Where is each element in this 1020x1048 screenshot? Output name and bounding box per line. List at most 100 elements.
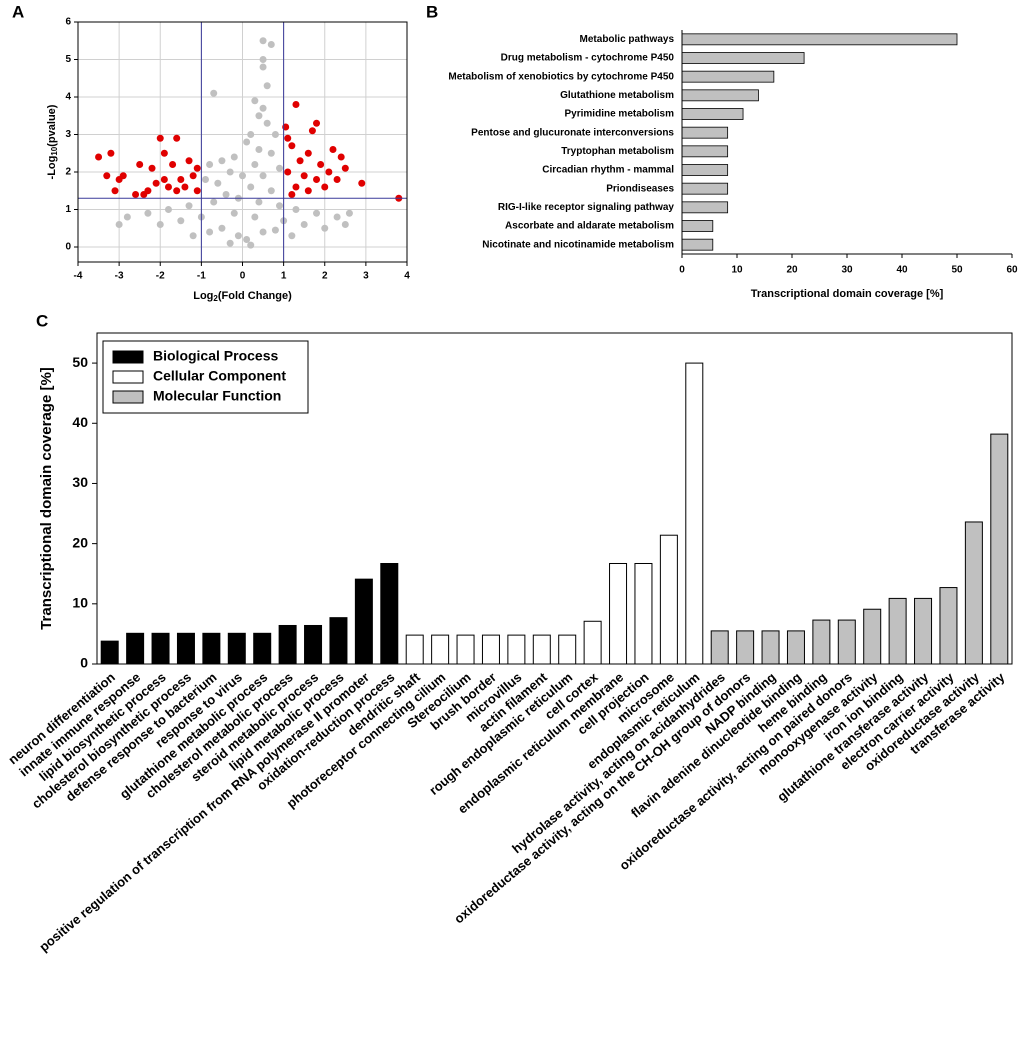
point [271, 131, 279, 138]
point [222, 191, 230, 198]
point [247, 241, 255, 249]
point [300, 221, 308, 228]
point [144, 187, 152, 195]
point [321, 224, 329, 232]
point [164, 183, 172, 191]
point [251, 161, 259, 168]
bar [304, 624, 323, 665]
point [263, 82, 271, 90]
point [230, 209, 238, 217]
axis-label-part: (pvalue) [46, 104, 58, 147]
point [226, 239, 234, 247]
axis-label-part: 2 [213, 294, 218, 303]
point [115, 221, 123, 228]
x-tick-label: 60 [1006, 265, 1018, 276]
bar [681, 164, 729, 176]
point [329, 146, 337, 153]
point [189, 172, 197, 180]
point [341, 164, 349, 172]
point [304, 149, 312, 157]
bar [939, 587, 958, 665]
y-tick-label: 6 [65, 17, 71, 28]
bar [405, 634, 424, 665]
point [226, 168, 234, 176]
bar [100, 640, 119, 665]
point [173, 187, 181, 195]
bar [761, 630, 780, 665]
point [292, 101, 300, 108]
panel-label: C [36, 311, 48, 330]
bar [431, 634, 450, 665]
point [144, 209, 152, 217]
bar [354, 578, 373, 665]
point [173, 134, 181, 142]
bar [126, 632, 145, 665]
point [259, 172, 267, 180]
bar [681, 126, 729, 139]
y-tick-label: Pyrimidine metabolism [565, 109, 675, 120]
point [123, 213, 131, 221]
y-tick-label: 1 [65, 204, 71, 215]
y-tick-label: Metabolism of xenobiotics by cytochrome … [448, 71, 674, 82]
axis-label-part: (Fold Change) [218, 290, 292, 302]
point [255, 198, 263, 206]
bar [202, 632, 221, 665]
point [247, 183, 255, 191]
y-tick-label: Tryptophan metabolism [561, 146, 674, 157]
point [255, 146, 263, 153]
y-tick-label: Glutathione metabolism [560, 90, 674, 101]
point [210, 89, 218, 97]
point [132, 191, 140, 198]
point [325, 168, 333, 176]
bar [888, 597, 907, 665]
bar [681, 220, 714, 232]
y-tick-label: Circadian rhythm - mammal [542, 165, 674, 176]
bar [507, 634, 526, 665]
y-tick-label: 20 [72, 534, 88, 550]
point [292, 183, 300, 191]
point [313, 209, 321, 217]
point [177, 217, 185, 225]
legend-swatch [112, 350, 144, 364]
bar [329, 617, 348, 665]
bar [456, 634, 475, 665]
bar [681, 182, 729, 195]
bar [659, 534, 678, 665]
point [267, 149, 275, 157]
legend-label: Molecular Function [153, 388, 281, 404]
point [160, 149, 168, 157]
plot-frame [77, 21, 408, 263]
x-tick-label: 50 [951, 265, 963, 276]
point [288, 142, 296, 150]
point [271, 226, 279, 234]
point [284, 134, 292, 142]
legend-label: Cellular Component [153, 368, 286, 384]
bar [812, 619, 831, 665]
point [292, 206, 300, 213]
point [259, 228, 267, 236]
point [206, 161, 214, 168]
bar [681, 33, 958, 46]
bar [681, 201, 729, 214]
axis-label-part: 10 [50, 146, 59, 155]
bar [253, 632, 272, 665]
point [259, 56, 267, 63]
point [103, 172, 111, 180]
panel-label: A [12, 2, 24, 21]
bar [583, 620, 602, 665]
point [333, 213, 341, 221]
point [259, 104, 267, 112]
point [107, 149, 115, 157]
y-tick-label: RIG-I-like receptor signaling pathway [498, 202, 675, 213]
axis-label: -Log10(pvalue) [46, 104, 59, 179]
legend-swatch [112, 390, 144, 404]
point [251, 97, 259, 105]
axis-label-part: Log [193, 290, 213, 302]
point [284, 168, 292, 176]
y-tick-label: 40 [72, 414, 88, 430]
y-tick-label: Ascorbate and aldarate metabolism [505, 221, 674, 232]
bar [681, 52, 805, 64]
bar [681, 70, 775, 83]
point [156, 134, 164, 142]
